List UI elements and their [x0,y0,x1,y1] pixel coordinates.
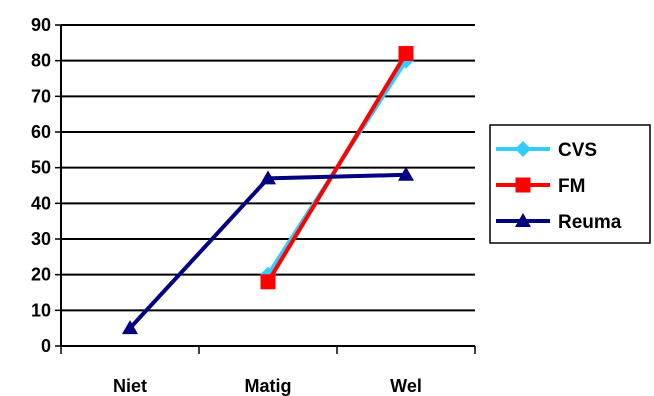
y-tick-label: 80 [31,51,51,71]
data-point-reuma [260,170,276,185]
data-point-reuma [122,320,138,335]
grid-lines [61,24,475,312]
axes [55,24,476,354]
y-tick-label: 50 [31,158,51,178]
series-line-fm [266,52,408,283]
legend-marker-cvs [515,141,531,157]
legend-marker-reuma [515,213,531,227]
y-tick-label: 40 [31,193,51,213]
legend-label-fm: FM [558,176,585,197]
x-tick-label-niet: Niet [113,376,147,396]
series-line-reuma [128,172,407,330]
x-tick-label-wel: Wel [390,376,422,396]
data-point-reuma [398,166,414,181]
legend-label-reuma: Reuma [558,212,622,233]
data-point-fm [260,274,276,290]
legend-marker-fm [515,177,531,193]
y-tick-label: 10 [31,300,51,320]
tick-labels: 0 10 20 30 40 50 60 70 80 90 Niet Matig Wel [31,15,422,396]
y-tick-label: 70 [31,86,51,106]
y-tick-label: 30 [31,229,51,249]
y-tick-label: 0 [41,336,51,356]
y-tick-label: 90 [31,15,51,35]
y-tick-label: 60 [31,122,51,142]
legend: CVS FM Reuma [489,124,651,244]
x-tick-label-matig: Matig [245,376,292,396]
data-point-fm [398,46,414,62]
y-tick-label: 20 [31,265,51,285]
legend-label-cvs: CVS [558,140,597,161]
series-lines [122,46,414,335]
